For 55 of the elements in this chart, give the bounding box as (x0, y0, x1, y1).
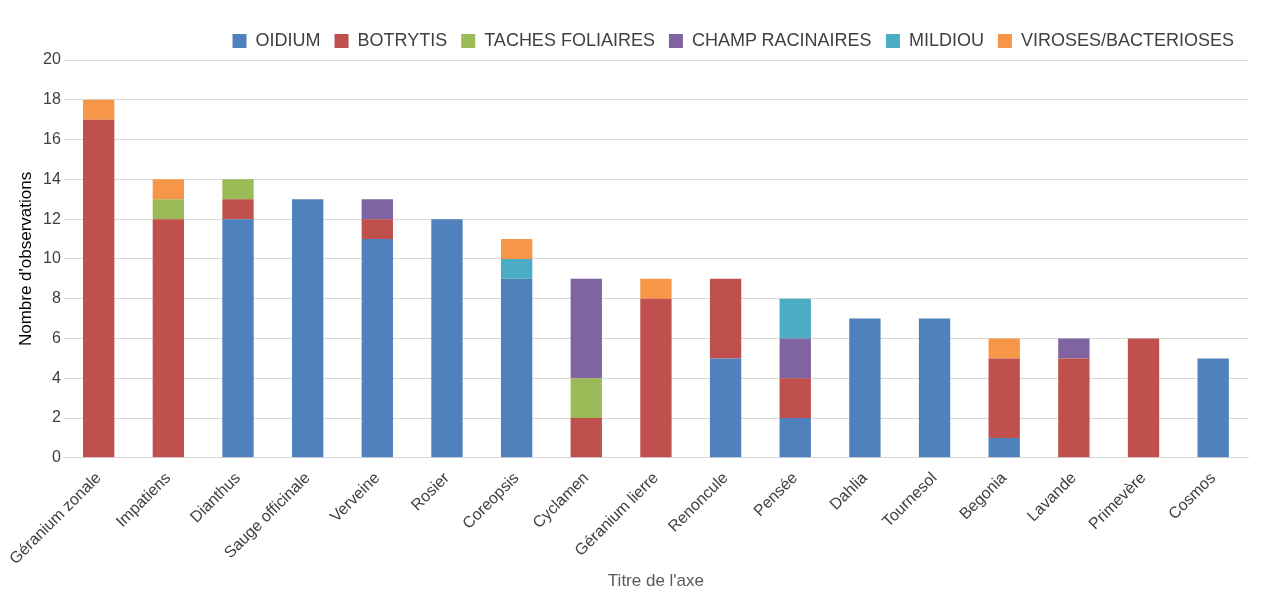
y-tick-label: 16 (43, 129, 61, 147)
bar (779, 298, 811, 339)
y-tick-label: 4 (51, 368, 61, 386)
legend-label: TACHES FOLIAIRES (484, 29, 655, 50)
legend-label: CHAMP RACINAIRES (691, 29, 872, 50)
legend-label: VIROSES/BACTERIOSES (1020, 29, 1235, 50)
bar (779, 338, 811, 379)
bar (640, 298, 672, 458)
legend-label: OIDIUM (255, 29, 321, 50)
bar (291, 199, 324, 458)
bar (1058, 358, 1090, 458)
bar (570, 278, 602, 379)
bar (988, 338, 1020, 359)
bar (918, 318, 951, 458)
bar (152, 179, 185, 200)
bar (83, 119, 115, 458)
y-tick-label: 20 (43, 50, 61, 68)
bar (222, 179, 254, 200)
bar (640, 278, 672, 299)
y-tick-label: 8 (51, 289, 61, 307)
bar (222, 199, 254, 220)
bar (361, 199, 393, 220)
bar (361, 219, 393, 240)
bar (709, 358, 742, 458)
y-tick-label: 10 (43, 249, 61, 267)
bar (500, 278, 533, 458)
bar (222, 219, 254, 458)
bar (152, 219, 185, 458)
bar (988, 358, 1020, 438)
y-tick-label: 14 (43, 169, 61, 187)
bar (500, 258, 533, 279)
y-tick-label: 12 (43, 209, 61, 227)
y-tick-label: 0 (51, 448, 61, 466)
legend-label: MILDIOU (908, 29, 984, 50)
bar (1127, 338, 1160, 458)
x-axis-title: Titre de l'axe (607, 571, 705, 591)
bar (570, 418, 602, 458)
bar (1058, 338, 1090, 359)
bar (361, 239, 393, 458)
bar (779, 378, 811, 419)
y-tick-label: 18 (43, 90, 61, 108)
bar (570, 378, 602, 419)
y-tick-label: 6 (51, 328, 61, 346)
bar (83, 99, 115, 120)
y-tick-label: 2 (51, 408, 61, 426)
bar (988, 437, 1020, 458)
bar (779, 418, 811, 458)
y-axis-title: Nombre d'observations (15, 171, 35, 347)
bar (431, 219, 463, 458)
bar (152, 199, 185, 220)
bar (1197, 358, 1229, 458)
legend-label: BOTRYTIS (357, 29, 448, 50)
bar (709, 278, 742, 359)
bar (849, 318, 881, 458)
bar (500, 239, 533, 259)
